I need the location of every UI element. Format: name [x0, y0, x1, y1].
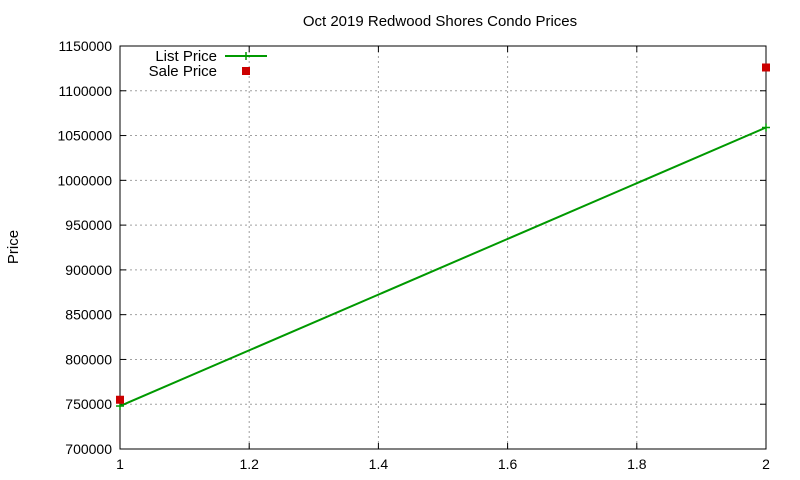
axis-ticks: 1 1.2 1.4 1.6 1.8 2 700000 750000 800000 850000 90…: [57, 38, 770, 472]
y-tick-label: 950000: [65, 217, 112, 233]
x-tick-label: 1.8: [627, 456, 647, 472]
legend-sale-price-marker: [242, 67, 250, 75]
legend-label-list-price: List Price: [155, 48, 217, 65]
legend-key-list-price: [225, 52, 267, 60]
sale-price-point: [762, 63, 770, 72]
y-tick-label: 850000: [65, 307, 112, 323]
legend-key-sale-price: [242, 67, 250, 75]
chart-title: Oct 2019 Redwood Shores Condo Prices: [303, 13, 577, 30]
x-tick-label: 1: [116, 456, 124, 472]
y-axis-label: Price: [5, 230, 22, 264]
list-price-point: [762, 123, 770, 132]
plot-frame: [119, 45, 767, 450]
y-tick-label: 1050000: [57, 128, 112, 144]
grid: [120, 46, 766, 449]
y-tick-label: 1000000: [57, 172, 112, 188]
legend-label-sale-price: Sale Price: [149, 63, 217, 80]
y-tick-label: 750000: [65, 396, 112, 412]
x-tick-label: 1.6: [498, 456, 518, 472]
sale-price-point: [116, 395, 124, 404]
list-price-line: [119, 126, 767, 407]
x-tick-label: 2: [762, 456, 770, 472]
series: [116, 63, 770, 411]
y-tick-label: 1100000: [59, 83, 113, 99]
y-tick-label: 700000: [65, 441, 112, 457]
legend-list-price-marker: [242, 52, 250, 60]
y-tick-label: 900000: [65, 262, 112, 278]
y-tick-label: 800000: [65, 351, 112, 367]
x-tick-label: 1.4: [369, 456, 389, 472]
x-tick-label: 1.2: [239, 456, 259, 472]
y-tick-label: 1150000: [59, 38, 113, 54]
legend: List Price Sale Price: [149, 48, 267, 80]
